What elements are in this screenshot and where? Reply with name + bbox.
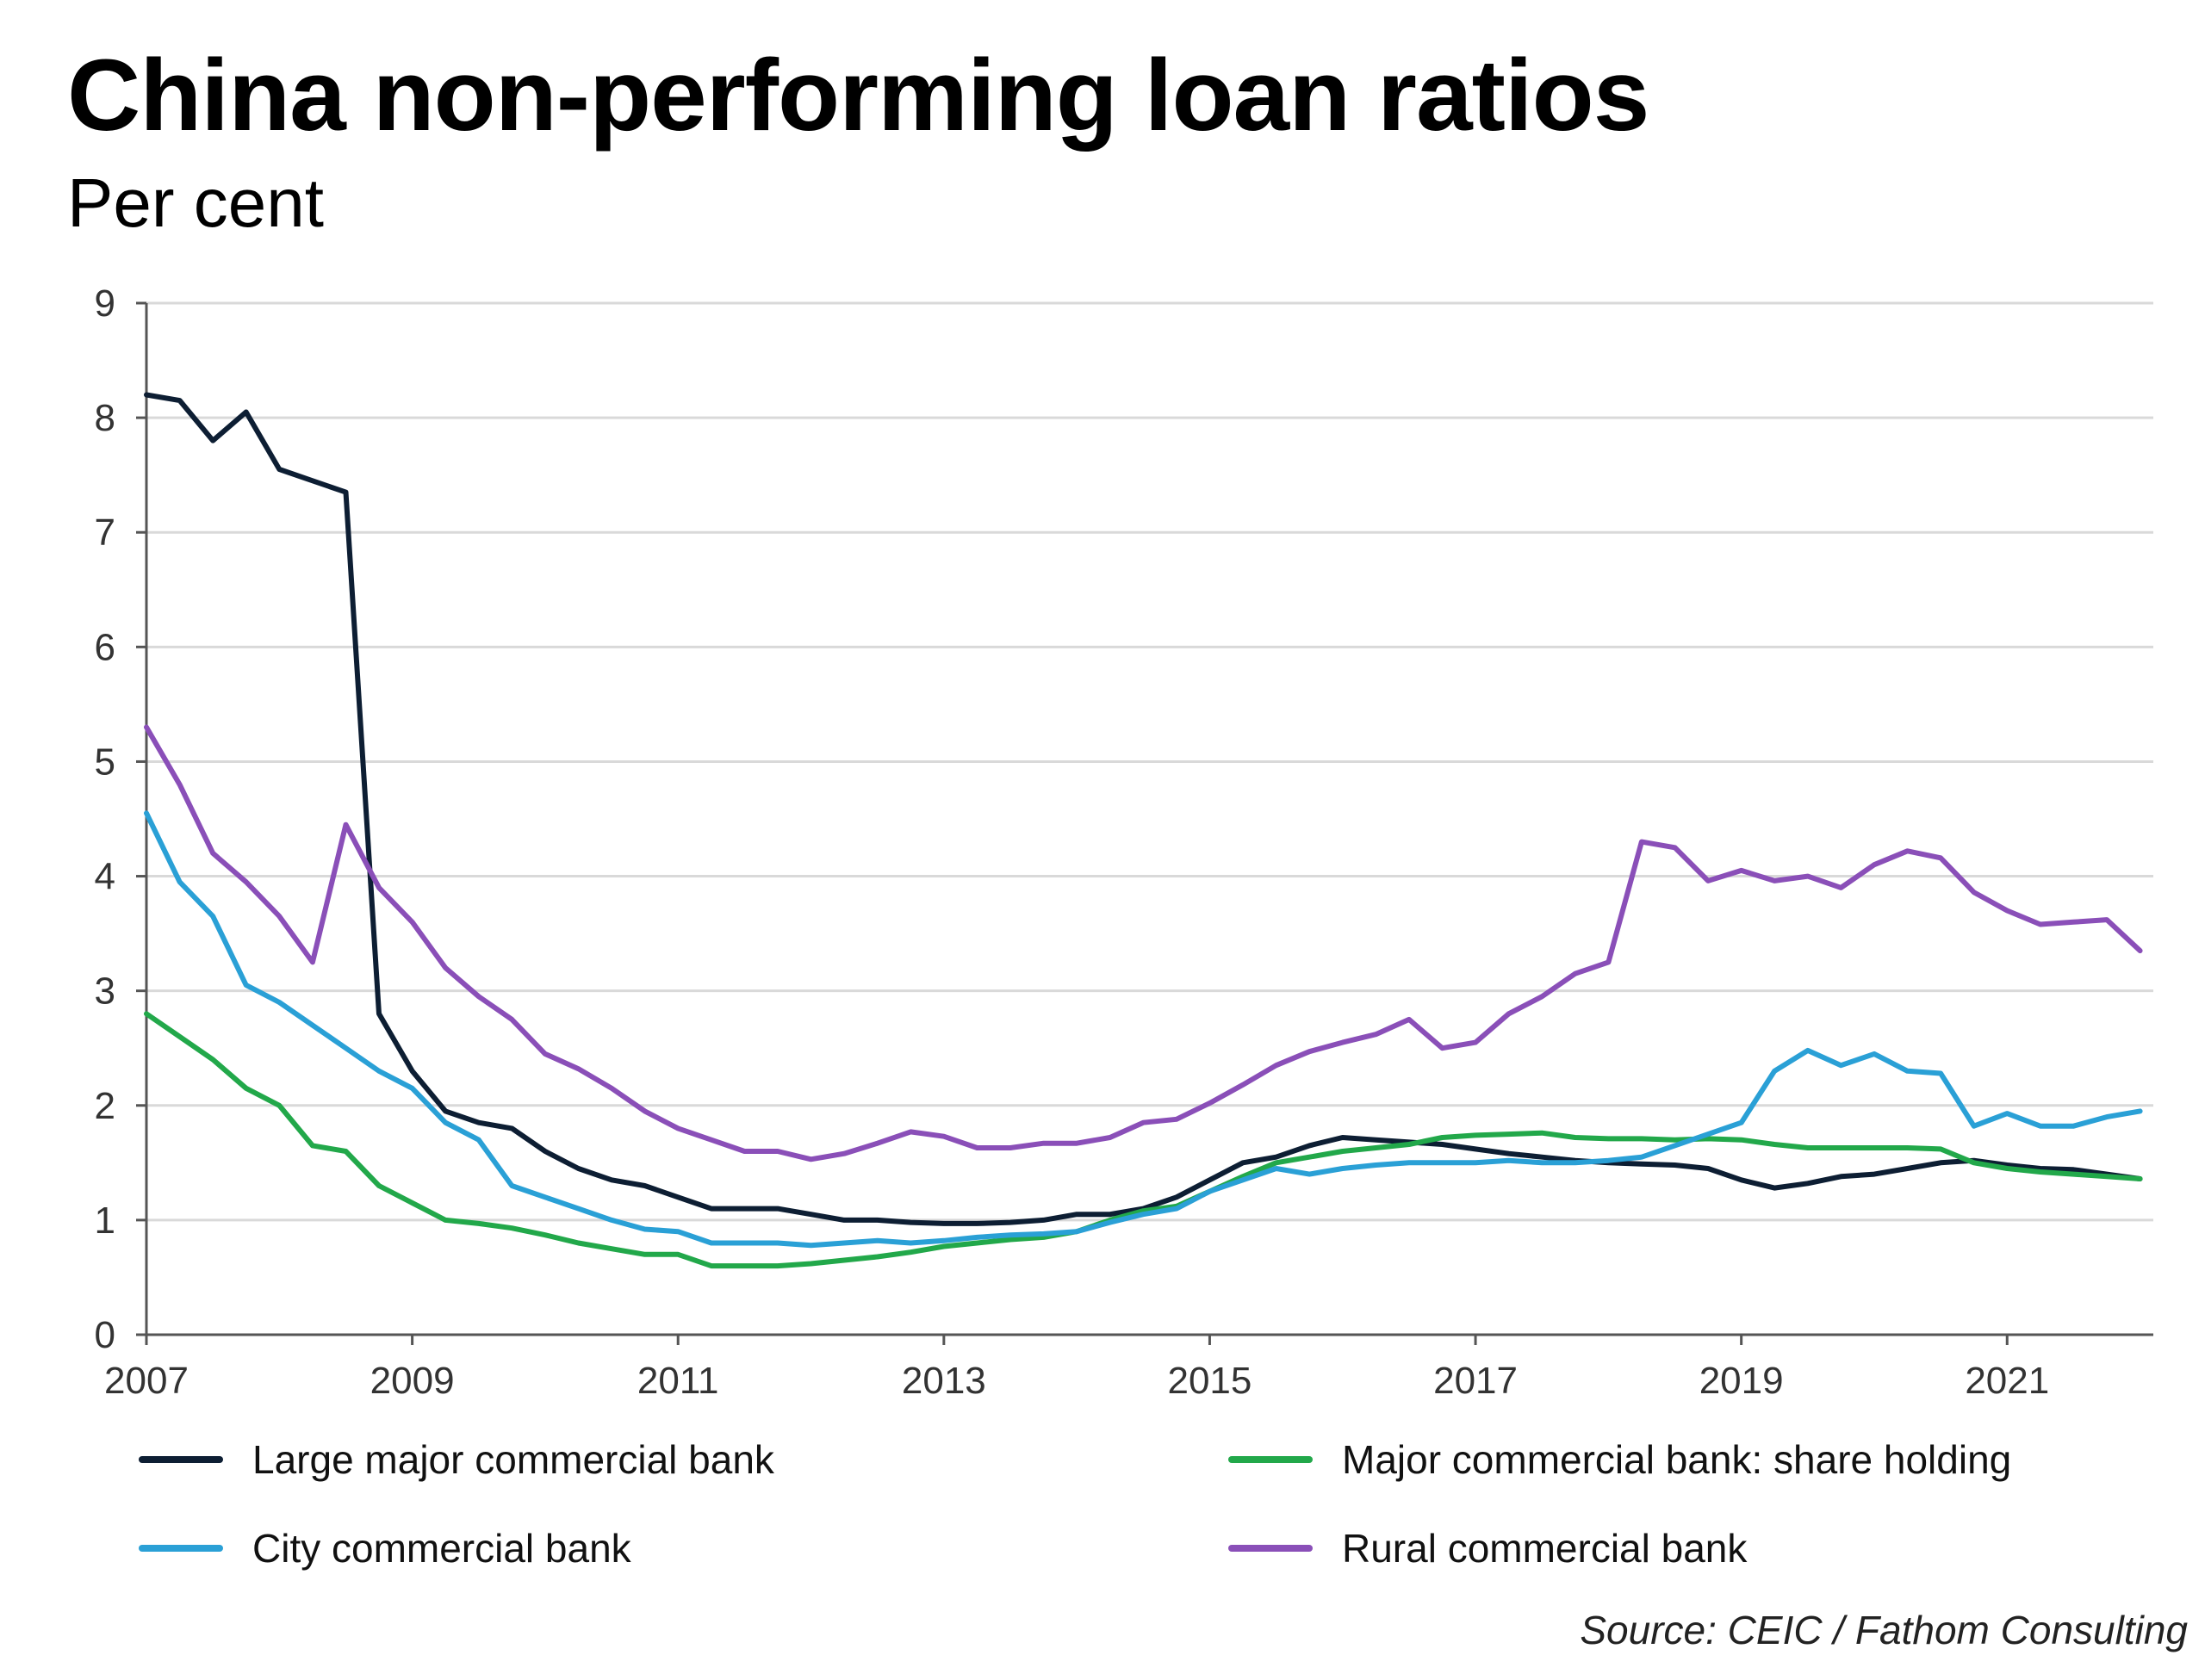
axes: 0 1 2 3 4 5 6 7 8 9 2007 2009 2011 2013 2015 2017 2019 20… bbox=[95, 282, 2153, 1402]
legend-label-large-major-commercial-bank: Large major commercial bank bbox=[252, 1437, 775, 1482]
legend: Large major commercial bank Major commerc… bbox=[139, 1437, 2011, 1571]
y-tick-label: 7 bbox=[95, 511, 115, 554]
y-tick-label: 0 bbox=[95, 1314, 115, 1356]
y-tick-label: 8 bbox=[95, 397, 115, 439]
chart-subtitle: Per cent bbox=[67, 164, 324, 241]
y-tick-label: 5 bbox=[95, 741, 115, 783]
source-note: Source: CEIC / Fathom Consulting bbox=[1580, 1608, 2188, 1652]
series-line-major-commercial-bank-share-holding bbox=[144, 1011, 2143, 1269]
y-tick-label: 3 bbox=[95, 970, 115, 1013]
y-tick-label: 4 bbox=[95, 856, 115, 898]
series-line-city-commercial-bank bbox=[144, 810, 2143, 1249]
legend-label-city-commercial-bank: City commercial bank bbox=[252, 1526, 632, 1571]
legend-label-rural-commercial-bank: Rural commercial bank bbox=[1342, 1526, 1748, 1571]
x-tick-label: 2021 bbox=[1965, 1360, 2049, 1402]
x-tick-label: 2013 bbox=[902, 1360, 986, 1402]
series-line-large-major-commercial-bank bbox=[144, 392, 2143, 1226]
y-tick-label: 9 bbox=[95, 282, 115, 325]
chart-title: China non-performing loan ratios bbox=[67, 39, 1649, 152]
x-tick-label: 2015 bbox=[1167, 1360, 1252, 1402]
x-tick-label: 2019 bbox=[1699, 1360, 1784, 1402]
series-line-rural-commercial-bank bbox=[144, 724, 2143, 1162]
y-tick-label: 1 bbox=[95, 1200, 115, 1242]
gridlines bbox=[146, 301, 2153, 1222]
legend-label-major-commercial-bank-share-holding: Major commercial bank: share holding bbox=[1342, 1437, 2011, 1482]
y-tick-label: 2 bbox=[95, 1085, 115, 1127]
x-tick-label: 2009 bbox=[370, 1360, 455, 1402]
x-tick-label: 2011 bbox=[637, 1360, 719, 1402]
x-tick-label: 2007 bbox=[104, 1360, 189, 1402]
y-tick-label: 6 bbox=[95, 626, 115, 668]
series-lines bbox=[144, 392, 2143, 1269]
x-tick-label: 2017 bbox=[1433, 1360, 1518, 1402]
